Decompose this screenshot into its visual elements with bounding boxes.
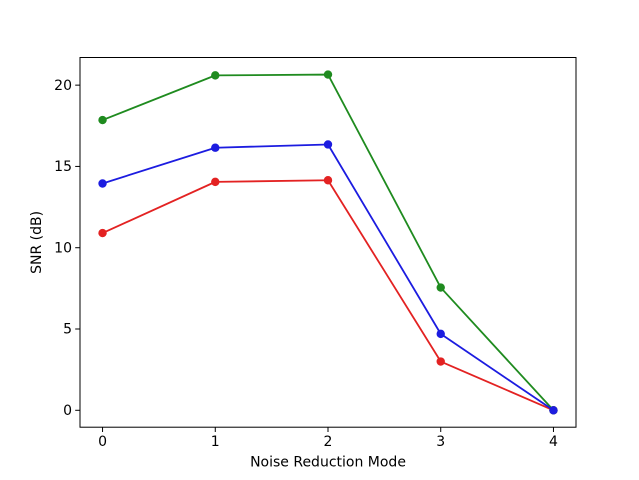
- blue-series-marker: [436, 329, 445, 339]
- blue-series-marker: [323, 140, 333, 149]
- green-series-line: [101, 73, 555, 412]
- x-tick-label: 4: [549, 434, 558, 450]
- data-series: [98, 70, 558, 415]
- red-series-line: [101, 179, 555, 412]
- y-tick-label: 10: [54, 240, 72, 256]
- green-series-marker: [98, 115, 107, 125]
- red-series-marker: [323, 176, 333, 185]
- y-tick-label: 15: [54, 159, 72, 175]
- y-axis-label: SNR (dB): [29, 211, 45, 274]
- y-tick-label: 0: [63, 403, 72, 419]
- x-tick-label: 2: [324, 434, 333, 450]
- y-tick-label: 20: [54, 78, 72, 94]
- x-tick-label: 3: [436, 434, 445, 450]
- x-tick-label: 1: [211, 434, 220, 450]
- y-tick-label: 5: [63, 322, 72, 338]
- plot-area: [79, 57, 577, 428]
- blue-series-marker: [549, 406, 558, 415]
- red-series-marker: [98, 228, 107, 238]
- x-axis-label: Noise Reduction Mode: [250, 455, 406, 471]
- x-tick-label: 0: [98, 434, 107, 450]
- green-series-marker: [436, 283, 445, 292]
- green-series-marker: [323, 70, 333, 79]
- red-series-marker: [211, 177, 220, 187]
- green-series-marker: [211, 71, 220, 80]
- axis-ticks: 0 1 2 3 4 0 5 10 15 20: [54, 78, 558, 450]
- red-series-marker: [436, 357, 445, 366]
- blue-series-marker: [211, 143, 220, 152]
- blue-series-marker: [98, 179, 107, 188]
